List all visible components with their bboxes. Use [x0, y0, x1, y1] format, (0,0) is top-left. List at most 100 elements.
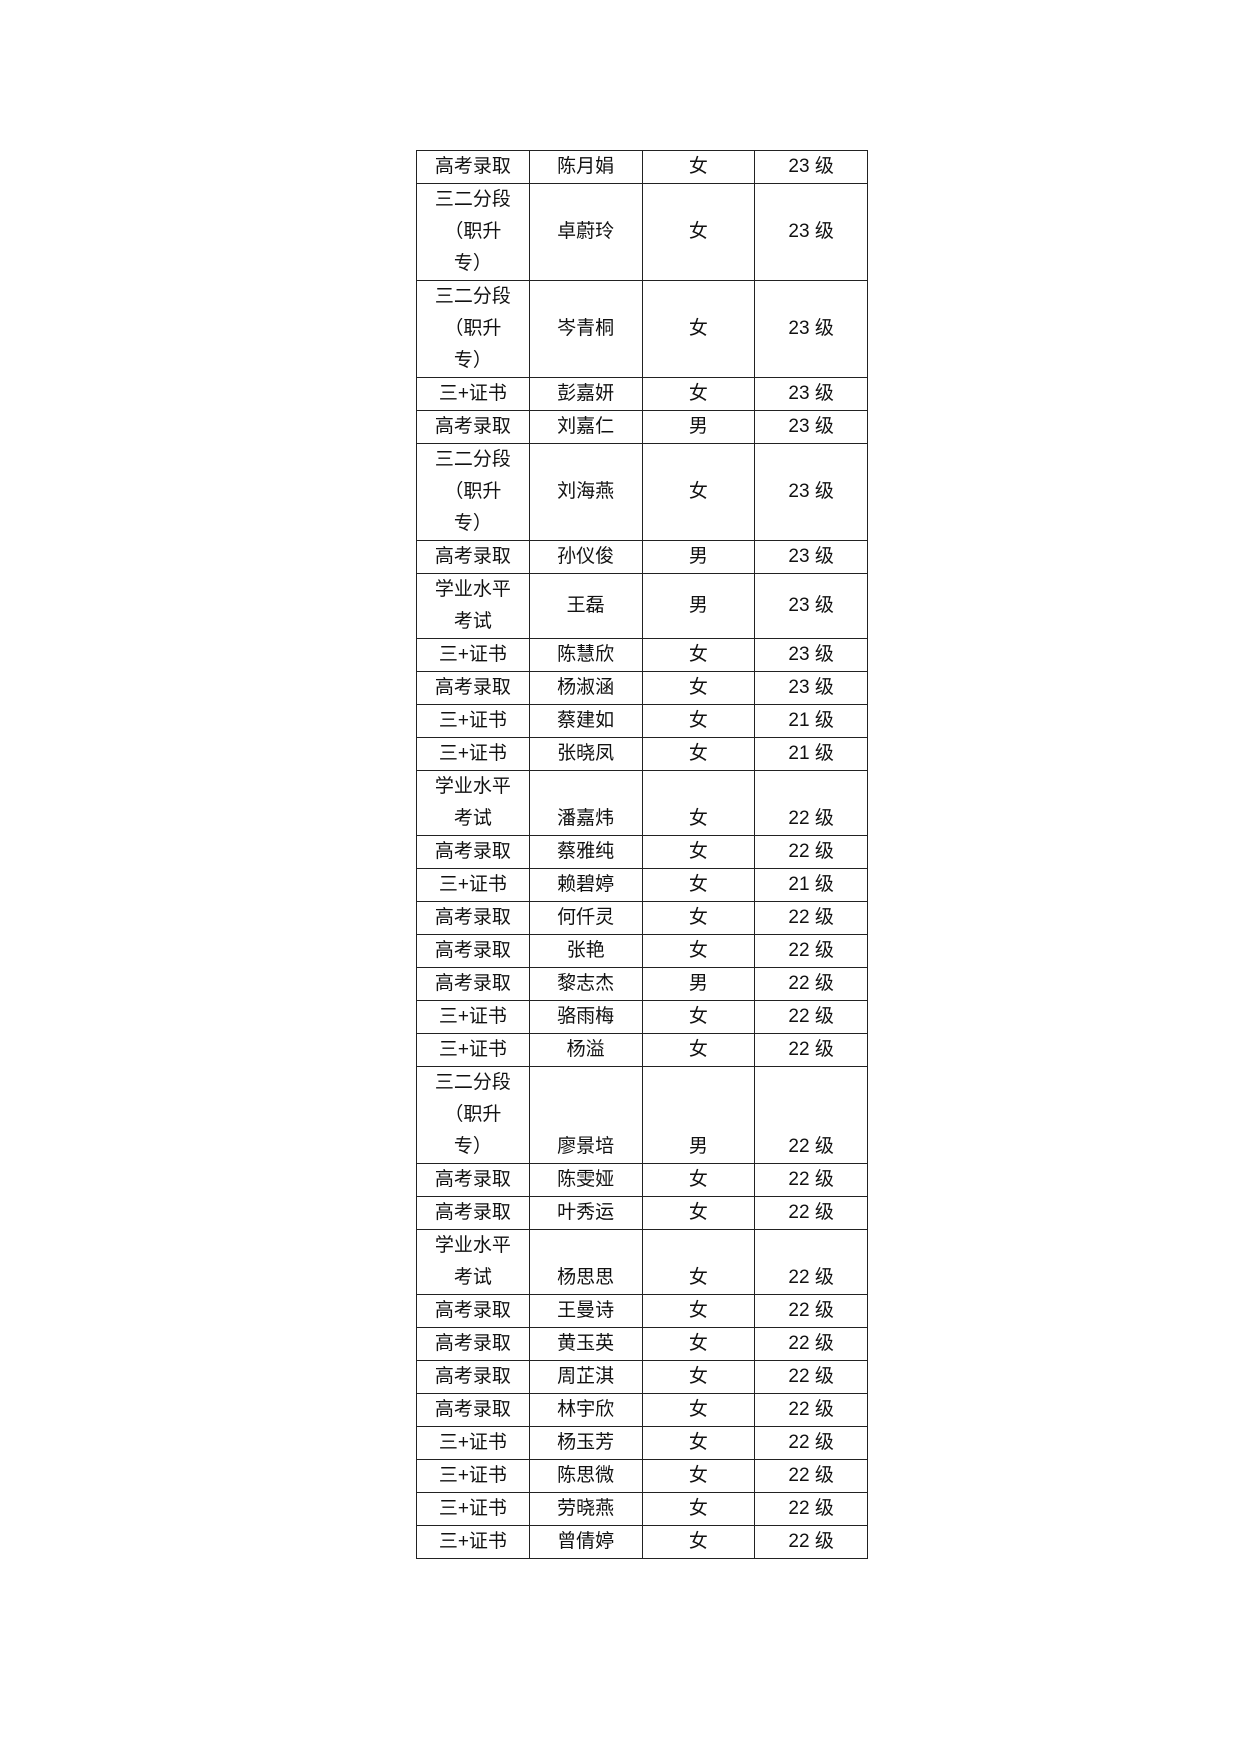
table-row: 高考录取 张艳女 22 级	[416, 934, 868, 968]
gender-cell: 女	[641, 1000, 756, 1034]
table-row: 学业水平考试 王磊男 23 级	[416, 573, 868, 639]
admission-type-cell: 三+证书	[416, 704, 530, 738]
name-cell: 刘海燕	[528, 443, 643, 541]
admission-type-cell: 三+证书	[416, 868, 530, 902]
name-cell: 周芷淇	[528, 1360, 643, 1394]
grade-cell: 21 级	[754, 704, 868, 738]
name-cell: 陈慧欣	[528, 638, 643, 672]
gender-cell: 女	[641, 1163, 756, 1197]
table-row: 三+证书 曾倩婷女 22 级	[416, 1525, 868, 1559]
admission-type-cell: 三+证书	[416, 1459, 530, 1493]
student-table-body: 高考录取 陈月娟女 23 级三二分段（职升专） 卓蔚玲女 23 级三二分段（职升专） 岑青…	[416, 150, 868, 1559]
admission-type-cell: 三+证书	[416, 1426, 530, 1460]
name-cell: 何仟灵	[528, 901, 643, 935]
grade-cell: 23 级	[754, 150, 868, 184]
student-table: 高考录取 陈月娟女 23 级三二分段（职升专） 卓蔚玲女 23 级三二分段（职升专） 岑青…	[416, 150, 868, 1559]
admission-type-cell: 高考录取	[416, 1327, 530, 1361]
grade-cell: 23 级	[754, 280, 868, 378]
gender-cell: 女	[641, 1360, 756, 1394]
admission-type-cell: 高考录取	[416, 410, 530, 444]
name-cell: 潘嘉炜	[528, 770, 643, 836]
grade-cell: 22 级	[754, 1459, 868, 1493]
name-cell: 杨溢	[528, 1033, 643, 1067]
table-row: 高考录取 蔡雅纯女 22 级	[416, 835, 868, 869]
admission-type-cell: 学业水平考试	[416, 770, 530, 836]
grade-cell: 23 级	[754, 540, 868, 574]
grade-cell: 22 级	[754, 1196, 868, 1230]
grade-cell: 22 级	[754, 1327, 868, 1361]
table-row: 三+证书 赖碧婷女 21 级	[416, 868, 868, 902]
name-cell: 岑青桐	[528, 280, 643, 378]
name-cell: 彭嘉妍	[528, 377, 643, 411]
name-cell: 赖碧婷	[528, 868, 643, 902]
table-row: 三+证书 陈思微女 22 级	[416, 1459, 868, 1493]
name-cell: 林宇欣	[528, 1393, 643, 1427]
table-row: 学业水平考试 杨思思女 22 级	[416, 1229, 868, 1295]
table-row: 高考录取 黎志杰男 22 级	[416, 967, 868, 1001]
gender-cell: 女	[641, 1196, 756, 1230]
grade-cell: 23 级	[754, 410, 868, 444]
grade-cell: 22 级	[754, 1393, 868, 1427]
grade-cell: 23 级	[754, 377, 868, 411]
table-row: 三+证书 杨玉芳女 22 级	[416, 1426, 868, 1460]
name-cell: 黄玉英	[528, 1327, 643, 1361]
table-row: 三+证书 蔡建如女 21 级	[416, 704, 868, 738]
table-row: 三二分段（职升专） 卓蔚玲女 23 级	[416, 183, 868, 281]
admission-type-cell: 三+证书	[416, 638, 530, 672]
table-row: 三+证书 张晓凤女 21 级	[416, 737, 868, 771]
table-row: 高考录取 杨淑涵女 23 级	[416, 671, 868, 705]
gender-cell: 女	[641, 737, 756, 771]
gender-cell: 女	[641, 1426, 756, 1460]
grade-cell: 23 级	[754, 671, 868, 705]
gender-cell: 女	[641, 1327, 756, 1361]
table-row: 学业水平考试 潘嘉炜女 22 级	[416, 770, 868, 836]
grade-cell: 22 级	[754, 1492, 868, 1526]
admission-type-cell: 三二分段（职升专）	[416, 443, 530, 541]
gender-cell: 女	[641, 1492, 756, 1526]
table-row: 三+证书 骆雨梅女 22 级	[416, 1000, 868, 1034]
table-row: 高考录取 陈月娟女 23 级	[416, 150, 868, 184]
admission-type-cell: 高考录取	[416, 540, 530, 574]
gender-cell: 女	[641, 671, 756, 705]
grade-cell: 22 级	[754, 1426, 868, 1460]
name-cell: 张晓凤	[528, 737, 643, 771]
grade-cell: 22 级	[754, 1033, 868, 1067]
grade-cell: 23 级	[754, 638, 868, 672]
table-row: 三+证书 陈慧欣女 23 级	[416, 638, 868, 672]
admission-type-cell: 三+证书	[416, 377, 530, 411]
admission-type-cell: 三+证书	[416, 1492, 530, 1526]
name-cell: 陈思微	[528, 1459, 643, 1493]
gender-cell: 女	[641, 1033, 756, 1067]
grade-cell: 22 级	[754, 934, 868, 968]
name-cell: 曾倩婷	[528, 1525, 643, 1559]
gender-cell: 女	[641, 638, 756, 672]
admission-type-cell: 高考录取	[416, 901, 530, 935]
grade-cell: 22 级	[754, 770, 868, 836]
name-cell: 蔡雅纯	[528, 835, 643, 869]
name-cell: 骆雨梅	[528, 1000, 643, 1034]
name-cell: 孙仪俊	[528, 540, 643, 574]
admission-type-cell: 高考录取	[416, 1163, 530, 1197]
admission-type-cell: 高考录取	[416, 934, 530, 968]
gender-cell: 女	[641, 377, 756, 411]
admission-type-cell: 学业水平考试	[416, 1229, 530, 1295]
name-cell: 刘嘉仁	[528, 410, 643, 444]
gender-cell: 女	[641, 1393, 756, 1427]
gender-cell: 女	[641, 1459, 756, 1493]
admission-type-cell: 高考录取	[416, 1393, 530, 1427]
gender-cell: 女	[641, 183, 756, 281]
gender-cell: 男	[641, 1066, 756, 1164]
gender-cell: 男	[641, 967, 756, 1001]
grade-cell: 22 级	[754, 967, 868, 1001]
name-cell: 杨玉芳	[528, 1426, 643, 1460]
grade-cell: 23 级	[754, 183, 868, 281]
grade-cell: 22 级	[754, 901, 868, 935]
gender-cell: 女	[641, 934, 756, 968]
gender-cell: 女	[641, 704, 756, 738]
grade-cell: 22 级	[754, 1163, 868, 1197]
name-cell: 黎志杰	[528, 967, 643, 1001]
admission-type-cell: 高考录取	[416, 150, 530, 184]
admission-type-cell: 高考录取	[416, 1360, 530, 1394]
grade-cell: 22 级	[754, 1294, 868, 1328]
grade-cell: 22 级	[754, 1360, 868, 1394]
